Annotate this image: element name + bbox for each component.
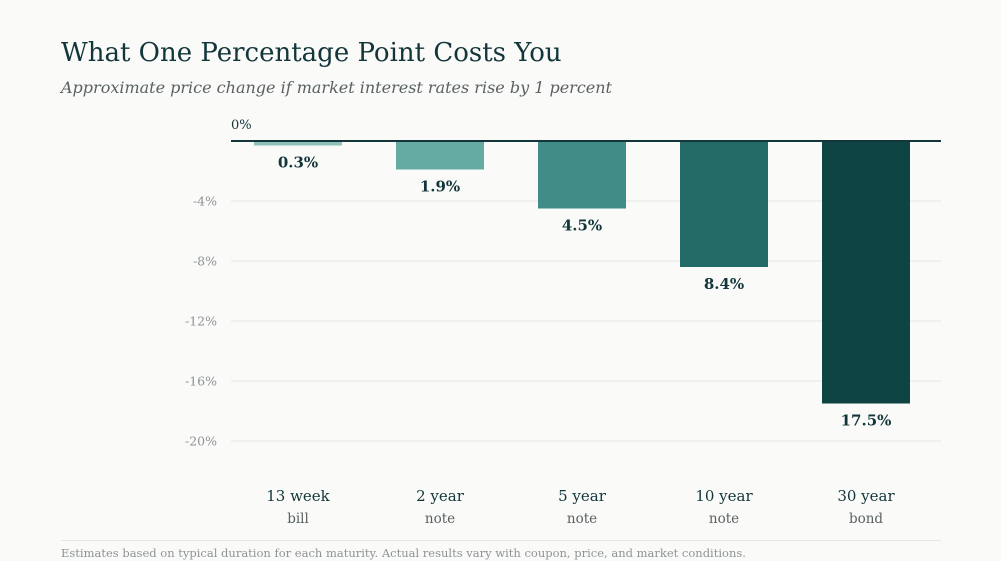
- chart-title: What One Percentage Point Costs You: [61, 38, 562, 68]
- x-category-sublabel: bill: [287, 511, 309, 527]
- x-category-sublabel: bond: [849, 511, 883, 527]
- x-category-sublabel: note: [709, 511, 739, 527]
- y-tick-label-zero: 0%: [231, 118, 252, 133]
- y-tick-label: -4%: [193, 194, 217, 209]
- chart-subtitle: Approximate price change if market inter…: [61, 78, 612, 97]
- bar: [538, 141, 626, 209]
- bars-layer: [254, 141, 910, 404]
- bar: [680, 141, 768, 267]
- data-label: 0.3%: [278, 154, 318, 172]
- footnote: Estimates based on typical duration for …: [61, 546, 746, 560]
- bar: [396, 141, 484, 170]
- y-tick-label: -8%: [193, 254, 217, 269]
- data-label: 4.5%: [562, 217, 602, 235]
- footnote-divider: [61, 540, 941, 541]
- x-category-sublabel: note: [567, 511, 597, 527]
- y-tick-label: -20%: [185, 434, 217, 449]
- x-category-label: 30 year: [837, 487, 895, 505]
- x-category-label: 5 year: [558, 487, 607, 505]
- x-category-sublabel: note: [425, 511, 455, 527]
- bar: [254, 141, 342, 146]
- bar: [822, 141, 910, 404]
- y-tick-label: -16%: [185, 374, 217, 389]
- labels-layer: 0% -4% -8% -12% -16% -20% 0.3% 13 week bill 1.9% 2…: [185, 118, 896, 527]
- x-category-label: 13 week: [266, 487, 330, 505]
- data-label: 1.9%: [420, 178, 460, 196]
- x-category-label: 2 year: [416, 487, 465, 505]
- data-label: 17.5%: [841, 412, 892, 430]
- x-category-label: 10 year: [695, 487, 753, 505]
- data-label: 8.4%: [704, 275, 744, 293]
- y-tick-label: -12%: [185, 314, 217, 329]
